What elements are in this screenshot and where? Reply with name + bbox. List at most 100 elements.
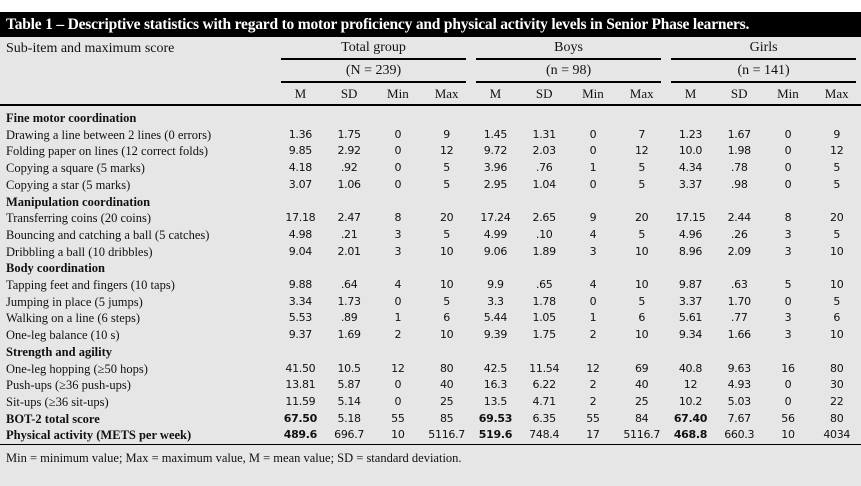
row-label: Physical activity (METS per week) [0,427,276,446]
cell-boys-m: 4.99 [483,227,508,241]
cell-total-sd: 5.18 [337,411,361,425]
cell-girls-sd: .78 [730,161,748,175]
section-header-row: Fine motor coordination [0,105,861,127]
cell-total-min: 0 [394,394,402,408]
cell-boys-sd: .10 [535,227,553,241]
cell-boys-m: 16.3 [483,378,508,392]
cell-boys-m: 9.72 [483,144,508,158]
section-title: Strength and agility [6,344,113,359]
cell-girls-min: 8 [784,211,792,225]
table-row: Push-ups (≥36 push-ups) 13.81 5.87 0 40 16.3 6… [0,377,861,394]
table-row: Folding paper on lines (12 correct folds… [0,143,861,160]
table-row: One-leg hopping (≥50 hops) 41.50 10.5 12 80 4… [0,361,861,378]
cell-girls-sd: 7.67 [727,411,752,425]
cell-total-sd: .89 [340,311,358,325]
table-row: Jumping in place (5 jumps) 3.34 1.73 0 5 3.3 1… [0,294,861,311]
row-label: Walking on a line (6 steps) [6,311,141,326]
cell-total-sd: 1.75 [337,127,361,141]
cell-boys-m: 2.95 [483,177,508,191]
cell-boys-m: 69.53 [478,411,513,425]
group-n-girls: (n = 141) [671,60,857,83]
cell-total-max: 85 [439,411,454,425]
cell-total-sd: 1.73 [337,294,361,308]
cell-boys-m: 9.39 [483,328,508,342]
cell-boys-sd: 11.54 [529,361,560,375]
cell-boys-sd: 1.04 [532,177,557,191]
table-footnote: Min = minimum value; Max = maximum value… [6,451,462,466]
cell-girls-m: 468.8 [666,427,715,446]
row-label: BOT-2 total score [6,411,100,426]
cell-total-m: 9.88 [288,278,313,292]
group-name-total: Total group [281,37,467,60]
table-row: Transferring coins (20 coins) 17.18 2.47 8 2… [0,210,861,227]
cell-total-max: 40 [439,378,454,392]
cell-girls-sd: 5.03 [727,394,752,408]
cell-total-m: 3.34 [288,294,313,308]
cell-boys-min: 3 [589,244,597,258]
cell-boys-min: 0 [589,294,597,308]
cell-total-max: 10 [439,278,454,292]
cell-total-m: 41.50 [285,361,316,375]
cell-total-sd: 10.5 [337,361,361,375]
table-row: One-leg balance (10 s) 9.37 1.69 2 10 9.39 1.7… [0,327,861,344]
cell-total-sd: 2.47 [337,211,361,225]
cell-girls-max: 22 [830,394,844,408]
cell-total-min: 0 [394,144,402,158]
cell-total-max: 9 [443,127,450,141]
section-title: Body coordination [6,261,105,276]
cell-girls-max: 10 [830,328,844,342]
table-row: Physical activity (METS per week) 489.6 69… [0,427,861,446]
cell-boys-m: 3.96 [483,161,508,175]
cell-girls-min: 3 [784,311,792,325]
cell-boys-min: 0 [589,144,597,158]
cell-boys-m: 9.9 [487,278,504,292]
cell-boys-sd: 1.31 [532,127,557,141]
group-n-row: (N = 239) (n = 98) (n = 141) [0,60,861,83]
cell-girls-max: 10 [830,278,844,292]
cell-girls-sd: 660.3 [714,427,764,446]
cell-girls-sd: 1.98 [727,144,752,158]
row-label: Folding paper on lines (12 correct folds… [6,144,209,159]
group-header-row: Sub-item and maximum score Total group B… [0,37,861,60]
cell-total-m: 5.53 [288,311,313,325]
cell-girls-max: 9 [833,127,841,141]
cell-total-m: 4.18 [288,161,313,175]
cell-girls-sd: .77 [730,311,748,325]
row-label-header: Sub-item and maximum score [6,40,175,56]
table-body: Fine motor coordination Drawing a line be… [0,105,861,446]
cell-boys-max: 20 [634,211,649,225]
cell-boys-max: 10 [634,278,649,292]
cell-total-min: 0 [394,378,402,392]
cell-girls-sd: 2.09 [727,244,752,258]
cell-total-max: 20 [439,211,454,225]
cell-boys-max: 84 [634,411,649,425]
cell-boys-min: 55 [586,411,600,425]
cell-total-max: 12 [439,144,454,158]
cell-boys-max: 10 [634,328,649,342]
cell-girls-m: 4.96 [678,227,703,241]
cell-girls-m: 10.2 [678,394,703,408]
cell-boys-m: 3.3 [487,294,504,308]
cell-total-sd: .92 [340,161,358,175]
cell-girls-min: 3 [784,227,792,241]
cell-boys-min: 4 [589,278,597,292]
cell-boys-max: 5 [638,161,646,175]
cell-girls-min: 56 [781,411,795,425]
cell-girls-m: 12 [683,378,698,392]
row-label: Drawing a line between 2 lines (0 errors… [6,127,212,142]
group-name-boys: Boys [476,37,662,60]
cell-girls-min: 0 [784,294,792,308]
cell-girls-m: 9.34 [678,328,703,342]
row-label: One-leg balance (10 s) [6,328,120,343]
cell-girls-sd: .98 [730,177,748,191]
row-label: Sit-ups (≥36 sit-ups) [6,394,109,409]
table-row: Copying a square (5 marks) 4.18 .92 0 5 3.96.… [0,160,861,177]
table-row: Tapping feet and fingers (10 taps) 9.88 .6… [0,277,861,294]
cell-girls-min: 3 [784,328,792,342]
table-row: Walking on a line (6 steps) 5.53 .89 1 6 5.44… [0,310,861,327]
table-row: Sit-ups (≥36 sit-ups) 11.59 5.14 0 25 13.5 4.7… [0,394,861,411]
cell-girls-min: 0 [784,127,792,141]
cell-total-m: 4.98 [288,227,313,241]
cell-boys-max: 7 [638,127,646,141]
cell-boys-sd: 1.78 [532,294,557,308]
